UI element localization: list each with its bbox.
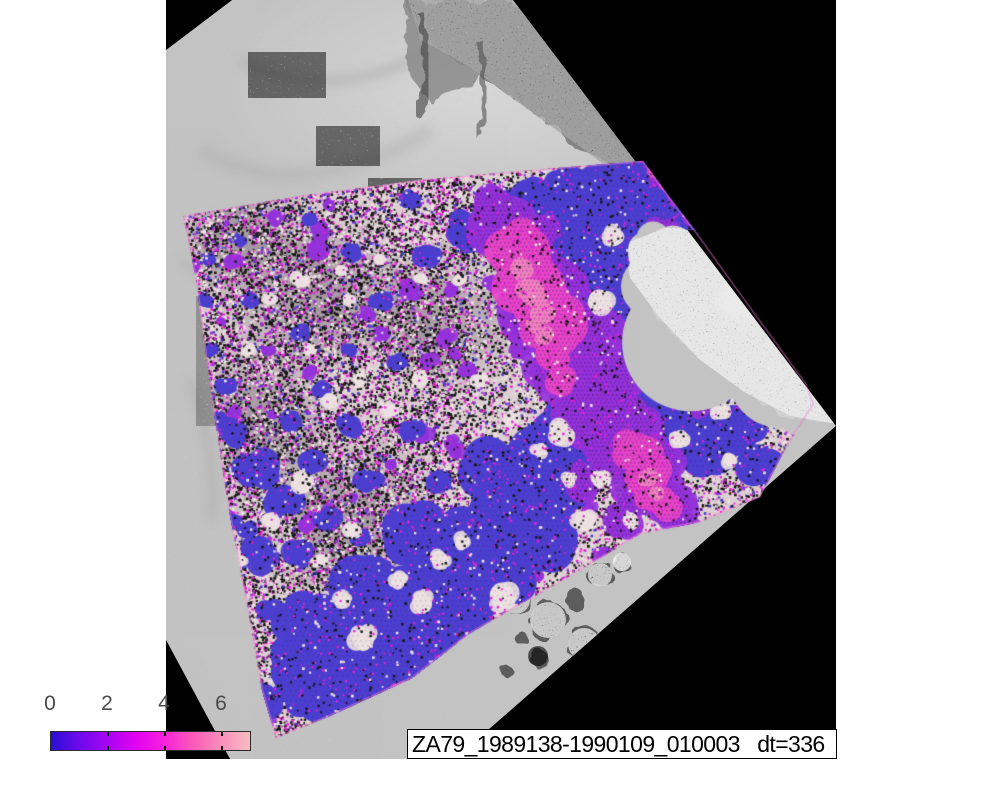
colorbar-tick-label: 4 <box>158 692 170 715</box>
colorbar-tick <box>221 732 223 736</box>
colorbar-tick <box>107 746 109 750</box>
colorbar-tick <box>221 746 223 750</box>
colorbar-tick-labels: 0 2 4 6 <box>44 692 280 715</box>
colorbar-tick-label: 2 <box>101 692 113 715</box>
figure-title: ZA79_1989138-1990109_010003 dt=336 <box>412 731 825 757</box>
colorbar-tick <box>164 732 166 736</box>
colorbar-tick-label: 0 <box>44 692 56 715</box>
figure-title-box: ZA79_1989138-1990109_010003 dt=336 <box>407 729 837 759</box>
colorbar-gradient <box>51 732 250 750</box>
colorbar-tick <box>164 746 166 750</box>
colorbar <box>50 731 251 751</box>
colorbar-tick-label: 6 <box>215 692 227 715</box>
colorbar-tick <box>107 732 109 736</box>
